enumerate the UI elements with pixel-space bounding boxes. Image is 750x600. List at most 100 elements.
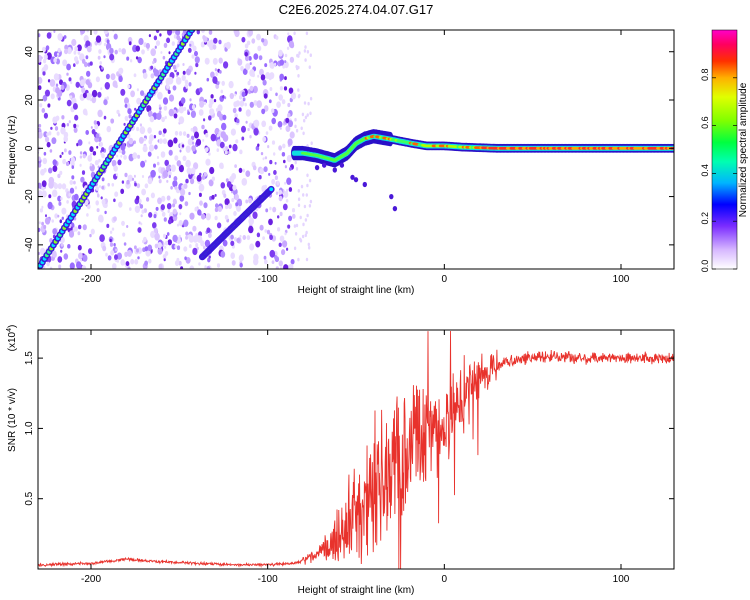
noise-blob xyxy=(190,110,196,119)
noise-blob xyxy=(234,193,239,201)
noise-blob xyxy=(157,197,162,205)
noise-blob xyxy=(42,157,48,165)
noise-blob xyxy=(209,166,215,175)
noise-blob xyxy=(38,76,43,85)
x-tick-label: 100 xyxy=(613,574,630,585)
noise-blob xyxy=(290,92,297,100)
noise-blob xyxy=(43,131,48,138)
noise-blob xyxy=(256,232,261,238)
noise-blob xyxy=(118,67,124,75)
noise-blob xyxy=(157,91,163,100)
noise-blob xyxy=(118,201,123,208)
noise-blob xyxy=(306,113,309,117)
noise-blob xyxy=(61,216,64,220)
noise-blob xyxy=(238,107,242,112)
noise-blob xyxy=(203,36,208,43)
noise-blob xyxy=(301,112,305,117)
noise-blob xyxy=(73,123,77,129)
noise-blob xyxy=(220,250,226,258)
noise-blob xyxy=(238,167,243,173)
noise-blob xyxy=(121,149,126,155)
noise-blob xyxy=(278,145,282,151)
noise-blob xyxy=(161,211,166,217)
noise-blob xyxy=(163,217,167,222)
noise-blob xyxy=(252,165,257,171)
noise-blob xyxy=(154,232,160,241)
noise-blob xyxy=(195,62,199,68)
noise-blob xyxy=(204,239,211,248)
noise-blob xyxy=(81,58,86,64)
noise-blob xyxy=(162,133,166,137)
noise-blob xyxy=(57,195,62,202)
noise-blob xyxy=(134,259,139,265)
noise-blob xyxy=(167,219,172,225)
noise-blob xyxy=(167,209,170,214)
noise-blob xyxy=(89,61,93,66)
noise-blob xyxy=(167,89,171,94)
noise-blob xyxy=(97,55,101,60)
noise-blob xyxy=(80,176,85,183)
noise-blob xyxy=(195,138,202,146)
noise-blob xyxy=(302,193,305,197)
noise-blob xyxy=(204,147,209,153)
noise-blob xyxy=(216,134,220,138)
noise-blob xyxy=(208,255,211,259)
noise-blob xyxy=(76,44,82,52)
noise-blob xyxy=(277,121,283,128)
noise-blob xyxy=(297,189,300,193)
colorbar: 0.0 0.2 0.4 0.6 0.8 Normalized spectral ampl… xyxy=(700,29,749,272)
noise-blob xyxy=(46,132,49,137)
noise-blob xyxy=(113,243,116,247)
noise-blob xyxy=(130,258,135,265)
noise-blob xyxy=(113,216,117,222)
noise-blob xyxy=(59,170,63,175)
noise-blob xyxy=(175,30,181,36)
noise-blob xyxy=(53,183,59,190)
noise-blob xyxy=(216,81,220,86)
noise-blob xyxy=(193,175,196,179)
noise-blob xyxy=(284,60,287,64)
noise-blob xyxy=(57,256,63,263)
noise-blob xyxy=(74,46,78,52)
noise-blob xyxy=(191,104,196,110)
noise-blob xyxy=(176,223,180,227)
noise-blob xyxy=(286,177,292,185)
noise-blob xyxy=(259,68,264,76)
noise-blob xyxy=(79,79,85,87)
noise-blob xyxy=(50,93,55,100)
noise-blob xyxy=(227,203,233,210)
noise-blob xyxy=(100,196,103,200)
noise-blob xyxy=(310,141,313,145)
noise-blob xyxy=(180,188,186,196)
noise-blob xyxy=(228,80,234,89)
noise-blob xyxy=(238,254,244,262)
noise-blob xyxy=(44,217,51,225)
noise-blob xyxy=(48,131,52,136)
noise-blob xyxy=(135,45,140,52)
noise-blob xyxy=(191,54,195,59)
noise-blob xyxy=(185,159,191,168)
noise-blob xyxy=(95,76,100,83)
noise-blob xyxy=(287,102,291,108)
spectrogram-y-axis-label: Frequency (Hz) xyxy=(7,116,18,185)
noise-blob xyxy=(201,213,206,220)
noise-blob xyxy=(297,203,301,208)
noise-blob xyxy=(41,46,46,53)
noise-blob xyxy=(263,166,268,173)
noise-blob xyxy=(208,30,213,35)
colorbar-ticks: 0.0 0.2 0.4 0.6 0.8 xyxy=(700,69,737,272)
noise-blob xyxy=(213,99,217,103)
noise-blob xyxy=(97,109,103,118)
noise-blob xyxy=(152,60,155,65)
noise-blob xyxy=(229,92,234,100)
noise-blob xyxy=(57,183,63,190)
noise-blob xyxy=(215,107,219,112)
noise-blob xyxy=(263,93,268,99)
noise-blob xyxy=(41,180,47,188)
noise-blob xyxy=(180,266,184,269)
noise-blob xyxy=(206,266,211,269)
noise-blob xyxy=(70,80,73,85)
noise-blob xyxy=(262,157,265,161)
noise-blob xyxy=(271,117,277,125)
noise-blob xyxy=(162,97,169,105)
